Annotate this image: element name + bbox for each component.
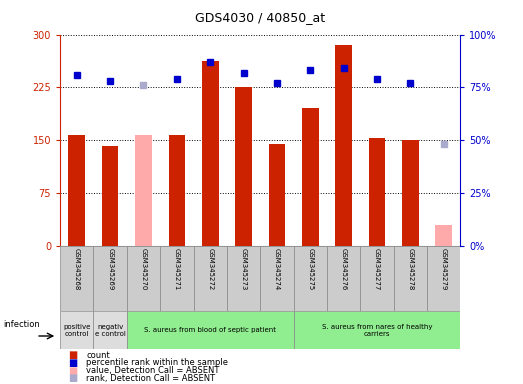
Bar bbox=[302, 109, 319, 246]
Text: GSM345274: GSM345274 bbox=[274, 248, 280, 290]
Bar bbox=[94, 246, 127, 311]
Bar bbox=[227, 246, 260, 311]
Bar bbox=[335, 45, 352, 246]
Text: GDS4030 / 40850_at: GDS4030 / 40850_at bbox=[195, 12, 325, 25]
Text: GSM345271: GSM345271 bbox=[174, 248, 180, 290]
Text: S. aureus from blood of septic patient: S. aureus from blood of septic patient bbox=[144, 327, 276, 333]
Text: GSM345279: GSM345279 bbox=[440, 248, 447, 290]
Text: S. aureus from nares of healthy
carriers: S. aureus from nares of healthy carriers bbox=[322, 324, 432, 337]
Bar bbox=[102, 146, 119, 246]
Bar bbox=[168, 134, 185, 246]
Text: GSM345275: GSM345275 bbox=[307, 248, 313, 290]
Text: ■: ■ bbox=[68, 358, 77, 368]
Bar bbox=[94, 311, 127, 349]
Bar bbox=[394, 246, 427, 311]
Text: rank, Detection Call = ABSENT: rank, Detection Call = ABSENT bbox=[86, 374, 215, 383]
Text: GSM345277: GSM345277 bbox=[374, 248, 380, 290]
Text: percentile rank within the sample: percentile rank within the sample bbox=[86, 358, 229, 367]
Bar bbox=[127, 246, 160, 311]
Text: GSM345269: GSM345269 bbox=[107, 248, 113, 290]
Bar bbox=[293, 311, 460, 349]
Text: value, Detection Call = ABSENT: value, Detection Call = ABSENT bbox=[86, 366, 220, 375]
Text: ■: ■ bbox=[68, 373, 77, 383]
Bar bbox=[260, 246, 293, 311]
Bar bbox=[127, 311, 293, 349]
Text: positive
control: positive control bbox=[63, 324, 90, 337]
Text: GSM345270: GSM345270 bbox=[141, 248, 146, 290]
Bar bbox=[160, 246, 194, 311]
Text: GSM345272: GSM345272 bbox=[207, 248, 213, 290]
Bar bbox=[194, 246, 227, 311]
Text: count: count bbox=[86, 351, 110, 360]
Text: GSM345273: GSM345273 bbox=[241, 248, 246, 290]
Bar bbox=[60, 311, 94, 349]
Bar bbox=[293, 246, 327, 311]
Bar bbox=[69, 135, 85, 246]
Bar bbox=[202, 61, 219, 246]
Text: GSM345268: GSM345268 bbox=[74, 248, 80, 290]
Bar bbox=[427, 246, 460, 311]
Bar bbox=[369, 138, 385, 246]
Bar bbox=[235, 88, 252, 246]
Text: ■: ■ bbox=[68, 366, 77, 376]
Text: infection: infection bbox=[3, 320, 40, 329]
Bar bbox=[327, 246, 360, 311]
Bar bbox=[135, 135, 152, 246]
Text: ■: ■ bbox=[68, 350, 77, 360]
Bar bbox=[402, 140, 418, 246]
Text: GSM345278: GSM345278 bbox=[407, 248, 413, 290]
Bar bbox=[360, 246, 393, 311]
Text: negativ
e control: negativ e control bbox=[95, 324, 126, 337]
Text: GSM345276: GSM345276 bbox=[340, 248, 347, 290]
Bar bbox=[60, 246, 94, 311]
Bar bbox=[268, 144, 285, 246]
Bar bbox=[435, 225, 452, 246]
